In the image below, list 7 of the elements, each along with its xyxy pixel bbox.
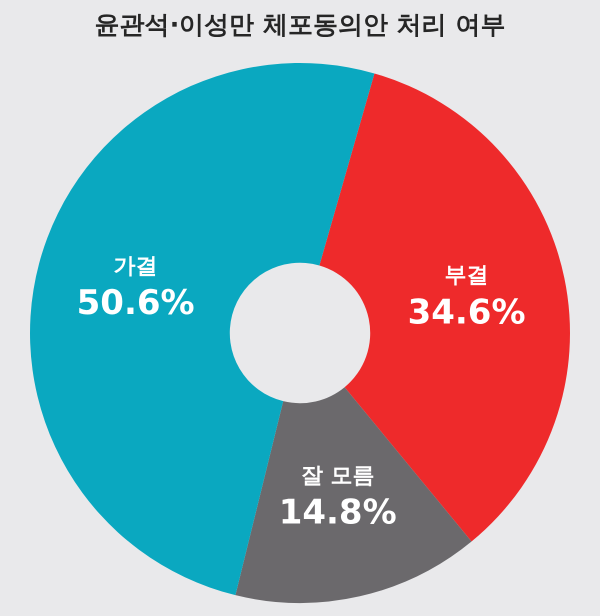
data-label: 50.6% bbox=[76, 283, 195, 324]
slice-label: 잘 모름 bbox=[300, 464, 375, 489]
slice-label: 가결 bbox=[114, 254, 158, 279]
data-label: 14.8% bbox=[278, 492, 397, 533]
slice-label: 부결 bbox=[444, 263, 489, 288]
chart-title: 윤관석·이성만 체포동의안 처리 여부 bbox=[94, 9, 506, 41]
data-label: 34.6% bbox=[408, 292, 526, 332]
